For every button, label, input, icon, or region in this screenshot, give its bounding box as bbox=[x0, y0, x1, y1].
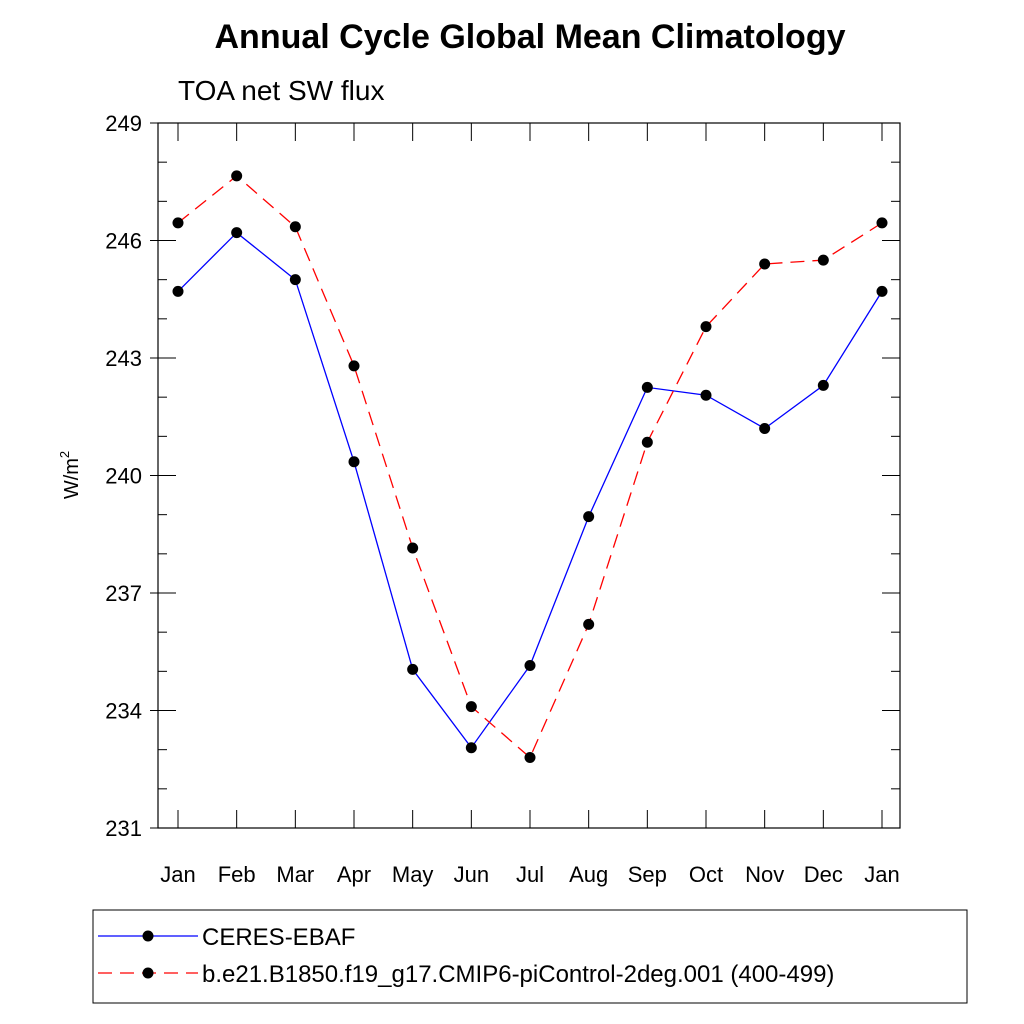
series-0-point bbox=[583, 511, 595, 523]
series-1-point bbox=[172, 217, 184, 229]
x-tick-label: May bbox=[392, 862, 434, 887]
legend-marker-0 bbox=[142, 930, 154, 942]
series-1-point bbox=[407, 542, 419, 554]
x-tick-label: Aug bbox=[569, 862, 608, 887]
y-tick-label: 243 bbox=[105, 346, 142, 371]
y-tick-label: 234 bbox=[105, 699, 142, 724]
legend-marker-1 bbox=[142, 967, 154, 979]
legend-label-0: CERES-EBAF bbox=[202, 924, 355, 951]
y-axis-label-text: W/m bbox=[61, 458, 83, 499]
series-0-point bbox=[172, 285, 184, 297]
y-tick-label: 246 bbox=[105, 229, 142, 254]
series-1-point bbox=[289, 221, 301, 233]
legend-label-1: b.e21.B1850.f19_g17.CMIP6-piControl-2deg… bbox=[202, 961, 834, 988]
series-1-point bbox=[348, 360, 360, 372]
series-layer bbox=[172, 170, 888, 763]
series-1-point bbox=[759, 258, 771, 270]
x-axis: Jan Feb Mar Apr May Jun Jul Aug Sep Oct Nov Dec Jan bbox=[160, 123, 900, 887]
y-axis: 231 234 237 240 243 246 249 bbox=[105, 111, 900, 841]
series-1-point bbox=[817, 254, 829, 266]
y-tick-label: 249 bbox=[105, 111, 142, 136]
svg-text:W/m2: W/m2 bbox=[57, 451, 83, 499]
series-0-point bbox=[289, 274, 301, 286]
series-0-point bbox=[759, 423, 771, 434]
series-1-point bbox=[583, 618, 595, 630]
series-0-point bbox=[348, 456, 360, 468]
x-tick-label: Mar bbox=[276, 862, 314, 887]
chart-title: Annual Cycle Global Mean Climatology bbox=[215, 18, 846, 56]
series-1-point bbox=[876, 217, 888, 229]
series-0-point bbox=[876, 285, 888, 297]
y-axis-label-superscript: 2 bbox=[57, 451, 72, 458]
x-tick-label: Sep bbox=[628, 862, 667, 887]
x-tick-label: Feb bbox=[218, 862, 256, 887]
series-1-point bbox=[641, 436, 653, 448]
x-tick-label: Nov bbox=[745, 862, 784, 887]
y-tick-label: 231 bbox=[105, 816, 142, 841]
series-0-point bbox=[700, 389, 712, 401]
legend: CERES-EBAF b.e21.B1850.f19_g17.CMIP6-piCo… bbox=[92, 909, 968, 1004]
chart-subtitle: TOA net SW flux bbox=[178, 75, 384, 106]
x-tick-label: Jan bbox=[160, 862, 195, 887]
y-axis-label: W/m2 bbox=[57, 451, 83, 499]
y-tick-label: 237 bbox=[105, 581, 142, 606]
y-tick-label: 240 bbox=[105, 464, 142, 489]
x-tick-label: Oct bbox=[689, 862, 723, 887]
series-0-point bbox=[817, 379, 829, 391]
series-1-point bbox=[465, 701, 477, 713]
series-0-point bbox=[407, 663, 419, 675]
series-0-point bbox=[524, 659, 536, 671]
x-tick-label: Jun bbox=[454, 862, 489, 887]
x-tick-label: Apr bbox=[337, 862, 371, 887]
series-1-point bbox=[700, 321, 712, 333]
series-0-point bbox=[641, 381, 653, 393]
series-0-point bbox=[465, 742, 477, 754]
series-1-point bbox=[524, 752, 536, 763]
x-tick-label: Jul bbox=[516, 862, 544, 887]
x-tick-label: Jan bbox=[864, 862, 899, 887]
x-tick-label: Dec bbox=[804, 862, 843, 887]
plot-frame bbox=[157, 122, 901, 829]
series-1-point bbox=[231, 170, 243, 182]
series-0-point bbox=[231, 227, 243, 239]
